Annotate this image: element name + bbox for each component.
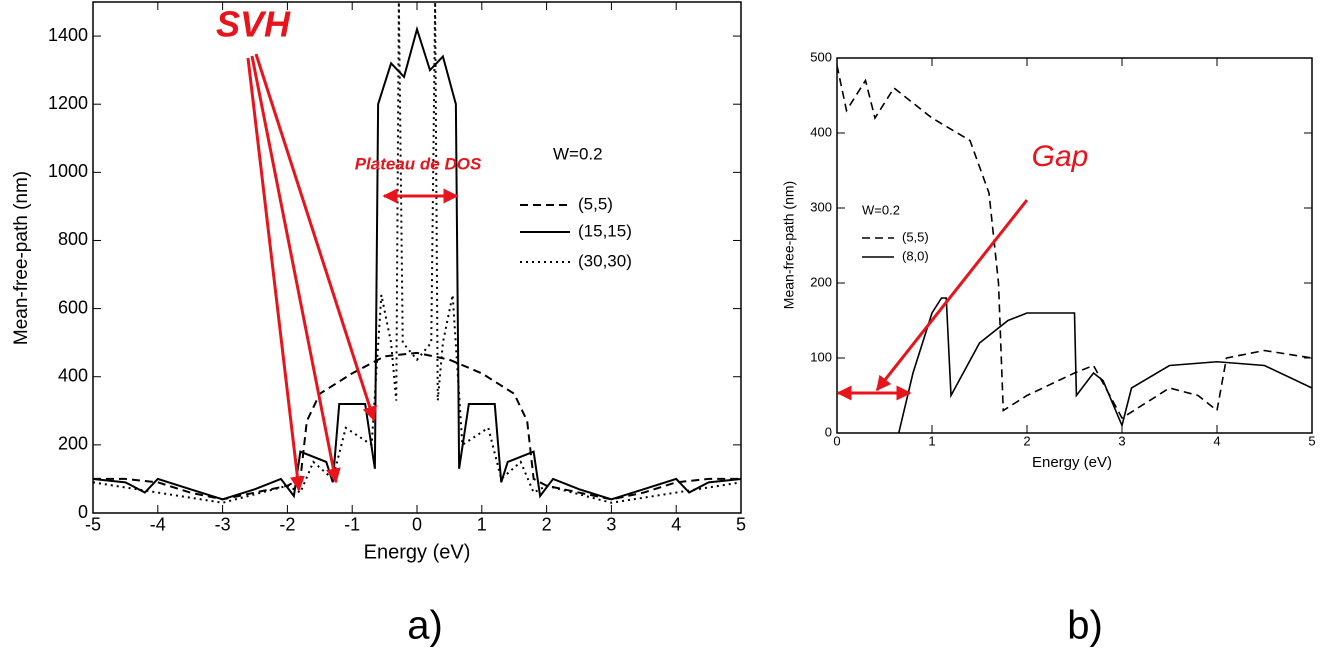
legend-title: W=0.2 (553, 144, 603, 163)
arrow (246, 57, 305, 492)
y-tick-label: 600 (58, 297, 88, 317)
y-tick-label: 200 (58, 434, 88, 454)
panel-label: b) (1067, 604, 1103, 648)
x-tick-label: 3 (1118, 434, 1125, 449)
y-axis-label: Mean-free-path (nm) (11, 171, 32, 345)
x-tick-label: 1 (477, 514, 487, 534)
annotation-arrows (246, 53, 1029, 492)
x-tick-label: -4 (150, 514, 166, 534)
y-tick-label: 800 (58, 229, 88, 249)
annotation: Plateau de DOS (355, 154, 482, 173)
plot-frame (92, 1, 742, 514)
y-tick-label: 400 (810, 124, 832, 139)
y-tick-label: 1200 (48, 93, 88, 113)
y-tick-label: 1400 (48, 25, 88, 45)
arrow (254, 53, 377, 422)
x-tick-label: 0 (833, 434, 840, 449)
x-tick-label: -2 (279, 514, 295, 534)
y-tick-label: 0 (825, 424, 832, 439)
series-line (93, 351, 741, 501)
legend-label: (8,0) (902, 248, 929, 263)
y-tick-label: 300 (810, 199, 832, 214)
y-axis-label: Mean-free-path (nm) (781, 181, 797, 309)
x-tick-label: 5 (736, 514, 746, 534)
legend-title: W=0.2 (862, 202, 900, 217)
series-line (93, 25, 741, 501)
annotation: SVH (216, 4, 291, 45)
series-line (897, 297, 1312, 433)
y-tick-label: 200 (810, 274, 832, 289)
legend-label: (5,5) (902, 229, 929, 244)
x-tick-label: 1 (928, 434, 935, 449)
x-tick-label: 2 (1023, 434, 1030, 449)
x-tick-label: 2 (542, 514, 552, 534)
y-tick-label: 0 (78, 502, 88, 522)
x-tick-label: -3 (215, 514, 231, 534)
legend-label: (5,5) (578, 194, 613, 213)
x-axis-label: Energy (eV) (1032, 454, 1112, 471)
x-axis-label: Energy (eV) (364, 541, 471, 563)
annotation: Gap (1032, 140, 1089, 173)
x-tick-label: 4 (1213, 434, 1220, 449)
x-tick-label: 5 (1308, 434, 1315, 449)
x-tick-label: 4 (671, 514, 681, 534)
y-tick-label: 400 (58, 365, 88, 385)
y-tick-label: 100 (810, 349, 832, 364)
legend-label: (15,15) (578, 221, 632, 240)
legend-label: (30,30) (578, 251, 632, 270)
x-tick-label: 3 (606, 514, 616, 534)
y-tick-label: 500 (810, 49, 832, 64)
arrow (875, 199, 1029, 392)
x-tick-label: -5 (85, 514, 101, 534)
y-tick-label: 1000 (48, 161, 88, 181)
series-line (837, 65, 1312, 420)
arrow (250, 55, 341, 484)
x-tick-label: -1 (344, 514, 360, 534)
series-line (93, 2, 741, 504)
x-tick-label: 0 (412, 514, 422, 534)
panel-label: a) (407, 604, 443, 648)
plot-frame (836, 57, 1313, 434)
